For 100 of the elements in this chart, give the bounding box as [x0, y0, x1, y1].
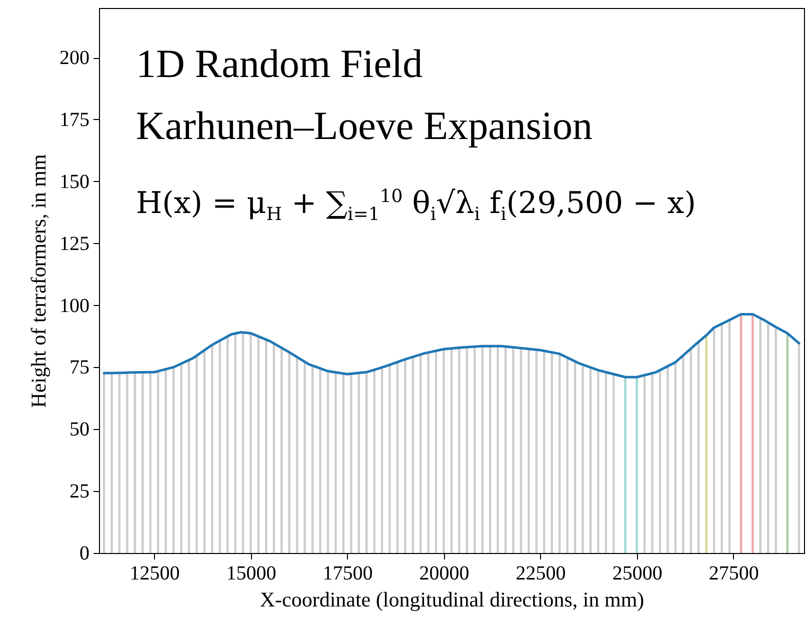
bar	[365, 372, 368, 553]
bar	[203, 350, 206, 553]
x-tick-label: 12500	[130, 562, 180, 584]
bar	[728, 320, 731, 553]
bar	[566, 358, 568, 553]
bar	[257, 336, 260, 553]
bar	[636, 377, 638, 553]
bar	[110, 373, 113, 553]
bar	[543, 350, 546, 553]
bar	[528, 348, 530, 553]
bar	[643, 376, 646, 553]
y-tick-label: 100	[60, 294, 90, 317]
bar	[396, 362, 399, 553]
bar	[481, 346, 484, 553]
bar	[373, 370, 376, 553]
bar	[666, 366, 669, 553]
y-tick-label: 50	[70, 418, 90, 441]
bar	[612, 374, 615, 553]
bar	[496, 346, 499, 553]
bar	[334, 372, 337, 553]
bar	[350, 374, 352, 553]
bar	[558, 354, 561, 553]
bar	[102, 373, 106, 553]
bar	[342, 374, 344, 553]
bar	[589, 367, 592, 553]
line-series	[102, 312, 800, 378]
bar	[234, 333, 236, 553]
bar	[752, 314, 754, 553]
bar	[442, 349, 445, 553]
bar	[651, 373, 654, 553]
bar	[288, 352, 290, 553]
bar	[164, 370, 167, 553]
y-tick-label: 200	[60, 47, 90, 70]
bar	[172, 367, 175, 553]
bar	[705, 335, 708, 553]
bar	[404, 359, 406, 553]
x-tick-label: 27500	[708, 562, 759, 584]
y-axis-title: Height of terraformers, in mm	[26, 154, 50, 408]
bar	[624, 377, 626, 553]
y-tick-label: 175	[60, 108, 90, 131]
bar	[550, 352, 553, 553]
bar	[574, 362, 576, 553]
bar	[118, 372, 121, 553]
bar	[774, 327, 777, 553]
bar	[311, 366, 314, 553]
bar	[358, 373, 360, 553]
bar	[380, 367, 384, 553]
bar	[412, 356, 414, 553]
bar	[319, 368, 322, 553]
y-tick-label: 125	[60, 232, 90, 255]
bar	[712, 328, 716, 553]
bar	[698, 342, 700, 553]
x-tick-label: 25000	[612, 562, 662, 584]
bar	[674, 362, 677, 553]
bar	[280, 348, 283, 553]
bar	[597, 370, 600, 553]
bar	[690, 348, 692, 553]
bar	[740, 314, 742, 553]
bar	[450, 348, 453, 553]
x-tick-label: 17500	[322, 562, 373, 584]
bar	[211, 344, 214, 553]
bar	[296, 357, 298, 553]
bar	[142, 372, 144, 553]
bar	[474, 346, 476, 553]
y-tick-label: 25	[70, 480, 90, 503]
text: H(x) = μ$_{H}$ + ∑$_{i=1}$$^{10}$ θ$_{i}$√λ$_{i}$ f$_{i}$(29,500 − x)	[136, 186, 696, 225]
bar	[388, 364, 391, 553]
bar	[427, 352, 430, 553]
bar	[604, 372, 608, 553]
bar	[512, 347, 514, 553]
bar	[767, 322, 770, 553]
bar	[798, 343, 800, 553]
bar	[466, 347, 468, 553]
annotation: Karhunen–Loeve Expansion	[136, 103, 593, 148]
bar	[520, 348, 522, 553]
bar	[149, 372, 152, 553]
bar	[188, 360, 190, 553]
bar	[420, 354, 422, 553]
bar	[658, 370, 662, 553]
bar	[786, 333, 789, 553]
bar	[682, 356, 684, 553]
y-tick-label: 0	[80, 542, 90, 564]
x-tick-label: 15000	[226, 562, 276, 584]
annotation: 1D Random Field	[136, 41, 423, 86]
x-axis-title: X-coordinate (longitudinal directions, in mm)	[260, 588, 644, 612]
bar	[489, 346, 492, 553]
bar	[242, 332, 244, 553]
bar	[250, 333, 252, 553]
y-tick-label: 75	[70, 356, 90, 379]
bar	[126, 372, 128, 553]
bar	[265, 339, 268, 553]
bar	[180, 364, 182, 553]
bar	[504, 346, 507, 553]
x-tick-label: 20000	[419, 562, 470, 584]
bar	[304, 362, 306, 553]
bar	[535, 350, 538, 553]
bar	[458, 348, 460, 553]
bar	[720, 324, 723, 553]
bar	[759, 318, 762, 553]
bar	[272, 343, 275, 553]
